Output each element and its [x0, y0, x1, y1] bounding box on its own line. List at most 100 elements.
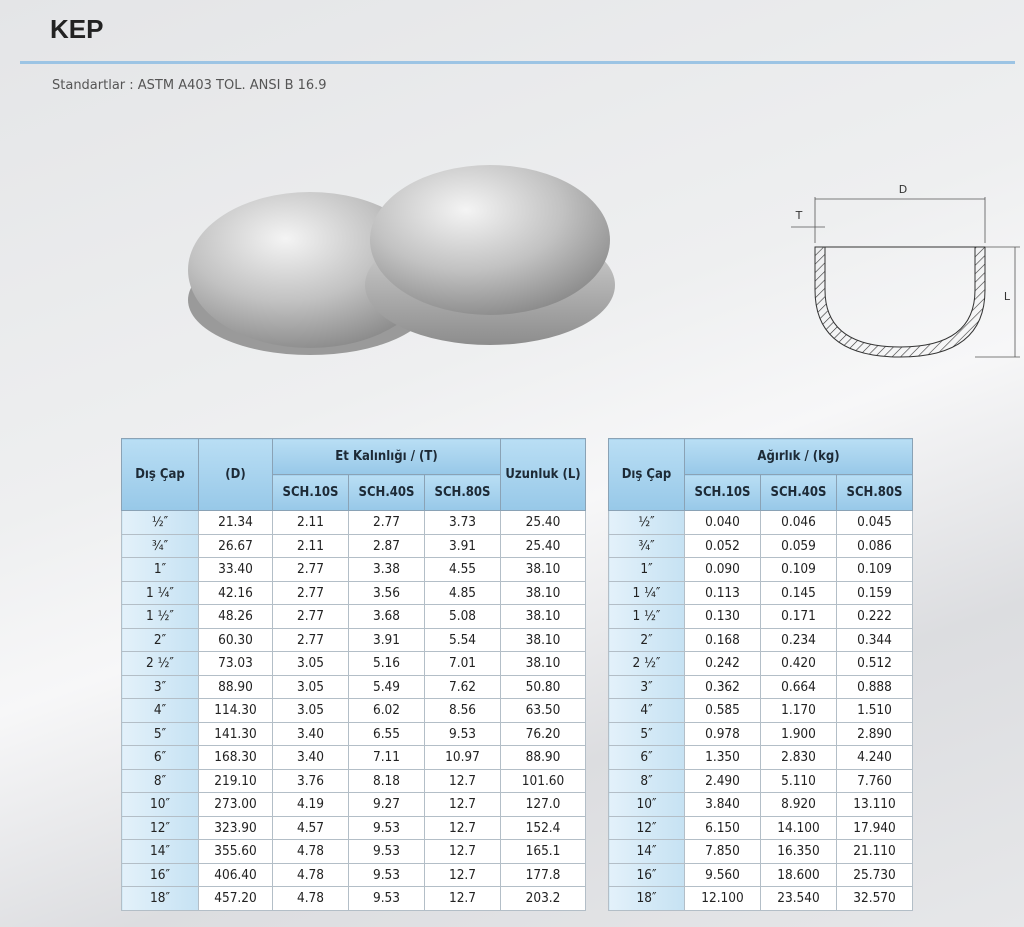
- standards: Standartlar : ASTM A403 TOL. ANSI B 16.9: [52, 78, 327, 93]
- table-row: 14″ 7.850 16.350 21.110: [608, 839, 914, 864]
- table-row: 3″ 88.90 3.05 5.49 7.62 50.80: [121, 674, 587, 699]
- table-cell: 4.240: [835, 745, 914, 770]
- table-cell: 4.78: [272, 839, 349, 864]
- table-cell: 5.54: [423, 627, 502, 652]
- table-row: 2 ½″ 0.242 0.420 0.512: [608, 651, 914, 676]
- header-row: SCH.10S SCH.40S SCH.80S: [609, 474, 914, 511]
- header-cell: Dış Çap: [608, 438, 685, 511]
- divider: [20, 61, 1015, 64]
- table-cell: 88.90: [198, 674, 273, 699]
- cap-diagram: D T L: [791, 183, 1020, 358]
- table-cell: 4.55: [423, 557, 502, 582]
- table-cell: 25.40: [500, 533, 587, 558]
- table-header: Dış Çap (D) Et Kalınlığı / (T) Uzunluk (L) S…: [121, 438, 587, 511]
- l-label: L: [1004, 290, 1011, 303]
- table-cell: 1 ¼″: [608, 580, 685, 605]
- header-cell: Dış Çap: [121, 438, 199, 511]
- table-cell: 3.840: [684, 792, 761, 817]
- table-row: 2″ 0.168 0.234 0.344: [608, 627, 914, 652]
- table-cell: 2 ½″: [608, 651, 685, 676]
- product-photo: [188, 165, 615, 355]
- table-row: 14″ 355.60 4.78 9.53 12.7 165.1: [121, 839, 587, 864]
- table-cell: 12.7: [423, 815, 502, 840]
- table-cell: 0.171: [760, 604, 837, 629]
- table-cell: 14.100: [760, 815, 837, 840]
- table-cell: 0.046: [760, 510, 837, 535]
- table-cell: 168.30: [198, 745, 273, 770]
- table-cell: 0.978: [684, 721, 761, 746]
- table-cell: 0.234: [760, 627, 837, 652]
- table-row: 12″ 323.90 4.57 9.53 12.7 152.4: [121, 815, 587, 840]
- table-cell: 4.78: [272, 886, 349, 911]
- table-cell: 42.16: [198, 580, 273, 605]
- table-cell: 3.56: [348, 580, 425, 605]
- table-cell: 7.62: [423, 674, 502, 699]
- header-cell: SCH.80S: [423, 474, 502, 511]
- table-cell: 12.7: [423, 862, 502, 887]
- table-cell: 12.100: [684, 886, 761, 911]
- table-cell: 25.40: [500, 510, 587, 535]
- table-cell: 18″: [121, 886, 199, 911]
- table-cell: 73.03: [198, 651, 273, 676]
- table-row: 1″ 0.090 0.109 0.109: [608, 557, 914, 582]
- table-row: 1 ¼″ 42.16 2.77 3.56 4.85 38.10: [121, 580, 587, 605]
- table-row: 3″ 0.362 0.664 0.888: [608, 674, 914, 699]
- table-row: 5″ 141.30 3.40 6.55 9.53 76.20: [121, 721, 587, 746]
- table-cell: 9.53: [348, 839, 425, 864]
- table-body: ½″ 0.040 0.046 0.045 ¾″ 0.052 0.059 0.086 1″ 0.09…: [608, 510, 914, 911]
- table-cell: 23.540: [760, 886, 837, 911]
- table-cell: 88.90: [500, 745, 587, 770]
- table-cell: 3.05: [272, 651, 349, 676]
- table-cell: 12″: [608, 815, 685, 840]
- table-row: 10″ 3.840 8.920 13.110: [608, 792, 914, 817]
- table-cell: 0.045: [835, 510, 914, 535]
- table-cell: 25.730: [835, 862, 914, 887]
- table-cell: 5.16: [348, 651, 425, 676]
- weight-table: Dış Çap Ağırlık / (kg) SCH.10S SCH.40S SCH.8…: [608, 438, 914, 911]
- table-cell: 38.10: [500, 651, 587, 676]
- table-row: 8″ 2.490 5.110 7.760: [608, 768, 914, 793]
- table-cell: 4.57: [272, 815, 349, 840]
- t-label: T: [795, 209, 803, 222]
- table-cell: 10.97: [423, 745, 502, 770]
- table-cell: 5.49: [348, 674, 425, 699]
- table-cell: 6.150: [684, 815, 761, 840]
- table-cell: 2.77: [272, 604, 349, 629]
- table-cell: 6″: [608, 745, 685, 770]
- table-cell: 0.130: [684, 604, 761, 629]
- table-cell: 0.090: [684, 557, 761, 582]
- table-row: ¾″ 26.67 2.11 2.87 3.91 25.40: [121, 533, 587, 558]
- header-cell: Et Kalınlığı / (T): [271, 438, 502, 475]
- table-cell: 152.4: [500, 815, 587, 840]
- table-cell: 273.00: [198, 792, 273, 817]
- table-cell: 12.7: [423, 839, 502, 864]
- table-row: 1″ 33.40 2.77 3.38 4.55 38.10: [121, 557, 587, 582]
- table-cell: 8.18: [348, 768, 425, 793]
- table-cell: 2″: [608, 627, 685, 652]
- table-cell: 0.113: [684, 580, 761, 605]
- header-row: SCH.10S SCH.40S SCH.80S: [122, 474, 586, 511]
- header-cell: SCH.40S: [760, 474, 837, 511]
- table-cell: 48.26: [198, 604, 273, 629]
- table-cell: 2.77: [272, 627, 349, 652]
- table-row: 6″ 168.30 3.40 7.11 10.97 88.90: [121, 745, 587, 770]
- table-row: 6″ 1.350 2.830 4.240: [608, 745, 914, 770]
- table-cell: 9.53: [348, 886, 425, 911]
- table-cell: 3.40: [272, 745, 349, 770]
- table-row: 16″ 406.40 4.78 9.53 12.7 177.8: [121, 862, 587, 887]
- title: KEP: [50, 14, 104, 44]
- table-cell: 14″: [121, 839, 199, 864]
- table-cell: ½″: [608, 510, 685, 535]
- table-cell: 3.91: [423, 533, 502, 558]
- table-cell: 12.7: [423, 768, 502, 793]
- table-cell: 141.30: [198, 721, 273, 746]
- header-cell: Uzunluk (L): [500, 438, 587, 511]
- table-cell: 0.888: [835, 674, 914, 699]
- table-cell: 3.05: [272, 674, 349, 699]
- table-cell: 1.170: [760, 698, 837, 723]
- table-cell: 7.11: [348, 745, 425, 770]
- table-cell: 0.664: [760, 674, 837, 699]
- table-cell: 5″: [121, 721, 199, 746]
- table-cell: 8″: [608, 768, 685, 793]
